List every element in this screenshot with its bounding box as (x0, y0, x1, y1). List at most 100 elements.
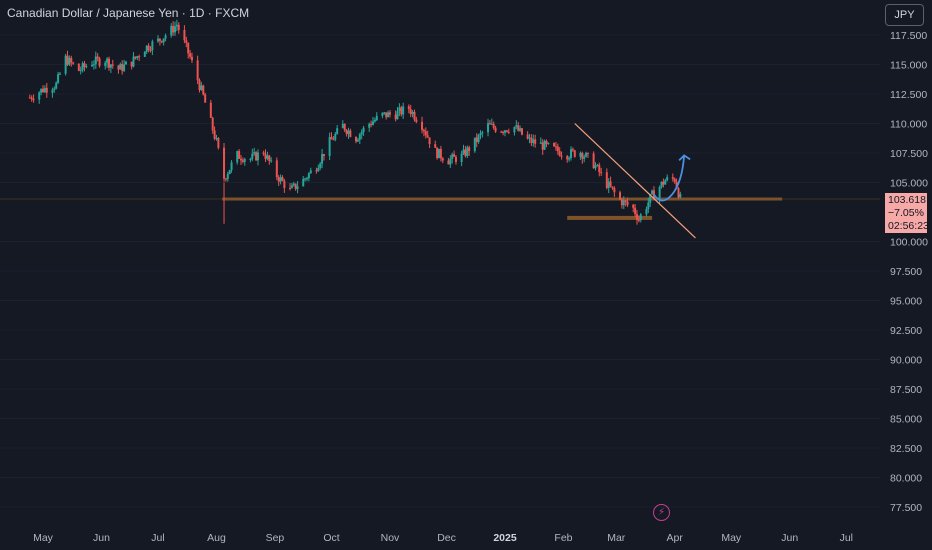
projection-arrow[interactable] (653, 155, 686, 202)
candle-body (558, 151, 561, 156)
currency-button[interactable]: JPY (885, 4, 924, 26)
candle-body (634, 207, 637, 215)
candle-body (460, 153, 463, 162)
candle-body (281, 177, 284, 181)
candle-body (605, 172, 608, 188)
candle-body (385, 112, 388, 118)
candle-body (415, 119, 418, 122)
candle-body (85, 66, 88, 68)
candle-body (371, 121, 374, 125)
candle-body (473, 137, 476, 152)
candle-body (345, 130, 348, 134)
candle-body (134, 56, 137, 59)
support-line[interactable] (222, 197, 783, 201)
candle-body (149, 50, 152, 52)
candle-body (217, 138, 220, 148)
chart-overlays (574, 123, 696, 239)
candle-body (543, 140, 546, 150)
candle-body (530, 137, 533, 143)
candle-body (502, 132, 505, 134)
candle-body (162, 38, 165, 43)
candle-body (373, 119, 376, 122)
candle-body (213, 130, 216, 139)
candle-body (228, 169, 231, 175)
candle-body (317, 167, 320, 172)
candle-body (517, 125, 520, 131)
candle-body (268, 155, 271, 162)
candle-body (368, 123, 371, 128)
time-axis[interactable]: May Jun Jul Aug Sep Oct Nov Dec 2025 Feb Mar Apr May… (33, 532, 853, 544)
candle-body (330, 137, 333, 140)
candle-body (175, 24, 178, 27)
candle-body (43, 87, 46, 93)
candle-body (566, 156, 569, 160)
candle-body (447, 160, 450, 165)
candle-body (241, 160, 244, 162)
candle-body (124, 61, 127, 65)
candle-body (554, 146, 557, 148)
candle-body (130, 61, 133, 67)
candle-body (500, 131, 503, 133)
downtrend-line[interactable] (574, 123, 696, 239)
y-tick-label: 107.500 (890, 148, 928, 160)
candle-body (255, 152, 258, 161)
candle-body (490, 123, 493, 125)
candle-body (79, 70, 82, 72)
candle-body (553, 142, 556, 147)
candle-body (172, 25, 175, 33)
candle-body (539, 142, 542, 144)
candle-body (619, 192, 622, 200)
candle-body (454, 156, 457, 162)
candle-body (620, 199, 623, 206)
candle-body (594, 165, 597, 169)
candle-body (520, 128, 523, 135)
y-tick-label: 85.000 (890, 414, 922, 426)
candle-body (532, 139, 535, 143)
candle-body (613, 188, 616, 193)
candle-body (238, 151, 241, 159)
candle-body (243, 159, 246, 162)
candle-body (209, 102, 212, 118)
y-tick-label: 100.000 (890, 237, 928, 249)
candle-body (200, 85, 203, 90)
candle-body (236, 151, 239, 163)
chart-annotations (0, 197, 880, 220)
candle-body (173, 26, 176, 33)
candle-body (106, 58, 109, 63)
candle-body (534, 139, 537, 144)
candle-body (355, 136, 358, 142)
candle-body (315, 170, 318, 172)
candle-body (598, 164, 601, 173)
candle-body (183, 29, 186, 41)
candle-body (321, 154, 324, 164)
candle-body (277, 177, 280, 182)
candle-body (358, 134, 361, 140)
candle-body (571, 149, 574, 151)
candle-body (70, 57, 73, 63)
support-zone[interactable] (567, 215, 653, 220)
candle-body (464, 149, 467, 156)
x-tick-label: Oct (323, 532, 339, 544)
candle-body (91, 64, 94, 67)
candle-body (609, 181, 612, 187)
candle-body (187, 42, 190, 54)
candle-body (388, 112, 391, 115)
candle-body (635, 214, 638, 220)
candle-body (157, 38, 160, 42)
price-axis[interactable]: 117.500 115.000 112.500 110.000 107.500 105.0… (890, 30, 928, 514)
candle-body (92, 64, 95, 66)
candle-body (185, 40, 188, 43)
candle-body (436, 147, 439, 159)
candle-body (302, 178, 305, 187)
x-tick-label: Apr (667, 532, 684, 544)
candle-body (411, 111, 414, 115)
candle-body (72, 62, 75, 64)
lightning-icon[interactable]: ⚡ (653, 504, 670, 521)
candle-body (624, 200, 627, 202)
candle-body (441, 158, 444, 161)
last-price: 103.618 (888, 194, 926, 206)
candle-body (45, 87, 48, 93)
candle-body (645, 209, 648, 215)
candle-body (647, 202, 650, 210)
